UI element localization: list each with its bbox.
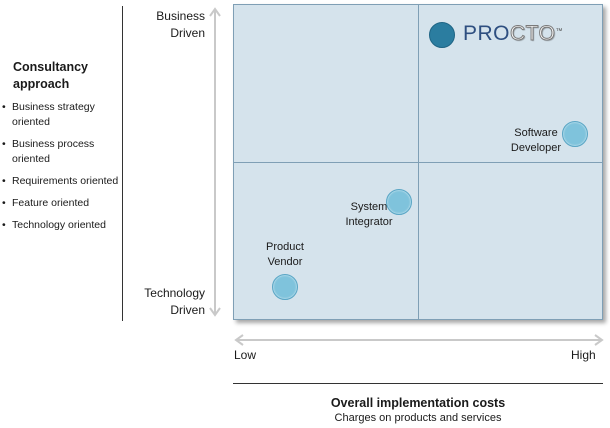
system-integrator-label: System Integrator [345,201,393,228]
legend-divider [122,6,123,321]
legend-item: • Technology oriented [2,219,106,231]
product-vendor-dot [272,274,298,300]
legend-item: • Business strategy oriented [2,101,95,128]
legend-list: • Business strategy oriented • Business pr… [2,100,120,240]
software-developer-label: Software Developer [510,127,562,154]
legend-item: • Requirements oriented [2,175,119,187]
y-axis-arrow [209,7,221,317]
procto-logo: PROCTO™ [463,22,563,46]
x-axis-subtitle: Charges on products and services [334,412,502,424]
y-axis-bottom-label: Technology Driven [144,286,205,317]
legend-item: • Business process oriented [2,138,95,165]
procto-dot [429,22,455,48]
x-axis-title: Overall implementation costs [330,396,506,410]
x-axis-low-label: Low [234,348,257,362]
quadrant-plot: PROCTO™ Software Developer System Integr… [233,4,603,320]
x-axis-high-label: High [571,348,596,362]
x-axis-rule [233,383,603,384]
horizontal-divider [234,162,602,163]
legend-title: Consultancy approach [13,60,89,91]
y-axis-top-label: Business Driven [156,9,205,40]
product-vendor-label: Product Vendor [266,241,304,268]
x-axis-arrow [234,334,604,346]
legend-item: • Feature oriented [2,197,90,209]
system-integrator-dot [386,189,412,215]
software-developer-dot [562,121,588,147]
